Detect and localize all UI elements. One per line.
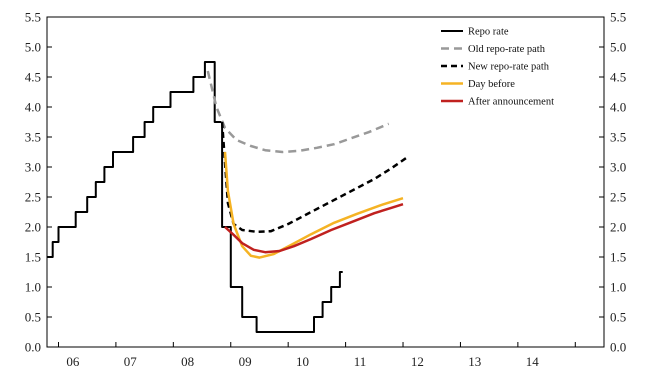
y-tick-label-right: 2.0: [610, 220, 626, 235]
x-tick-label: 10: [296, 354, 309, 369]
series-line-repo-rate: [47, 61, 343, 333]
series-line-old-repo-rate-path: [206, 70, 390, 154]
y-tick-label-right: 1.0: [610, 280, 626, 295]
y-tick-label-left: 1.5: [25, 250, 41, 265]
x-axis: 06 07 08 09 10 11 12 13 14: [57, 342, 576, 369]
series-lines: [47, 61, 410, 333]
series-line-new-repo-rate-path: [220, 121, 410, 234]
y-tick-label-right: 2.5: [610, 190, 626, 205]
y-tick-label-left: 2.0: [25, 220, 41, 235]
series-line-day-before: [223, 151, 404, 259]
x-tick-label: 08: [181, 354, 194, 369]
y-tick-label-right: 0.0: [610, 340, 626, 355]
legend-label: Old repo-rate path: [468, 44, 546, 55]
y-tick-label-right: 0.5: [610, 310, 626, 325]
y-tick-label-left: 3.5: [25, 130, 41, 145]
legend-label: New repo-rate path: [468, 62, 550, 73]
y-tick-label-left: 1.0: [25, 280, 41, 295]
plot-area: [46, 16, 605, 348]
y-tick-label-left: 4.0: [25, 100, 41, 115]
y-tick-label-right: 5.5: [610, 10, 626, 25]
x-tick-label: 11: [354, 354, 367, 369]
y-tick-label-left: 0.5: [25, 310, 41, 325]
legend-label: After announcement: [468, 97, 554, 108]
y-tick-label-right: 4.0: [610, 100, 626, 115]
y-tick-label-left: 4.5: [25, 70, 41, 85]
x-tick-label: 13: [468, 354, 481, 369]
y-tick-label-right: 3.5: [610, 130, 626, 145]
x-tick-label: 12: [411, 354, 424, 369]
y-tick-label-right: 1.5: [610, 250, 626, 265]
y-tick-label-left: 5.0: [25, 40, 41, 55]
y-tick-label-left: 3.0: [25, 160, 41, 175]
x-tick-label: 07: [124, 354, 138, 369]
y-tick-label-right: 3.0: [610, 160, 626, 175]
series-line-after-announcement: [224, 203, 404, 254]
y-tick-label-left: 2.5: [25, 190, 41, 205]
x-tick-label: 09: [239, 354, 252, 369]
y-tick-label-left: 5.5: [25, 10, 41, 25]
y-tick-label-right: 5.0: [610, 40, 626, 55]
y-axis-left: 0.0 0.5 1.0 1.5 2.0 2.5 3.0 3.5 4.0 4.5 5.0 5.5: [25, 10, 52, 355]
x-tick-label: 14: [526, 354, 540, 369]
legend-label: Repo rate: [468, 27, 509, 38]
y-tick-label-right: 4.5: [610, 70, 626, 85]
y-tick-label-left: 0.0: [25, 340, 41, 355]
legend-label: Day before: [468, 79, 515, 90]
x-tick-label: 06: [66, 354, 80, 369]
y-axis-right: 0.0 0.5 1.0 1.5 2.0 2.5 3.0 3.5 4.0 4.5 5.0 5.5: [599, 10, 626, 355]
legend: Repo rate Old repo-rate path New repo-rate…: [441, 27, 554, 108]
